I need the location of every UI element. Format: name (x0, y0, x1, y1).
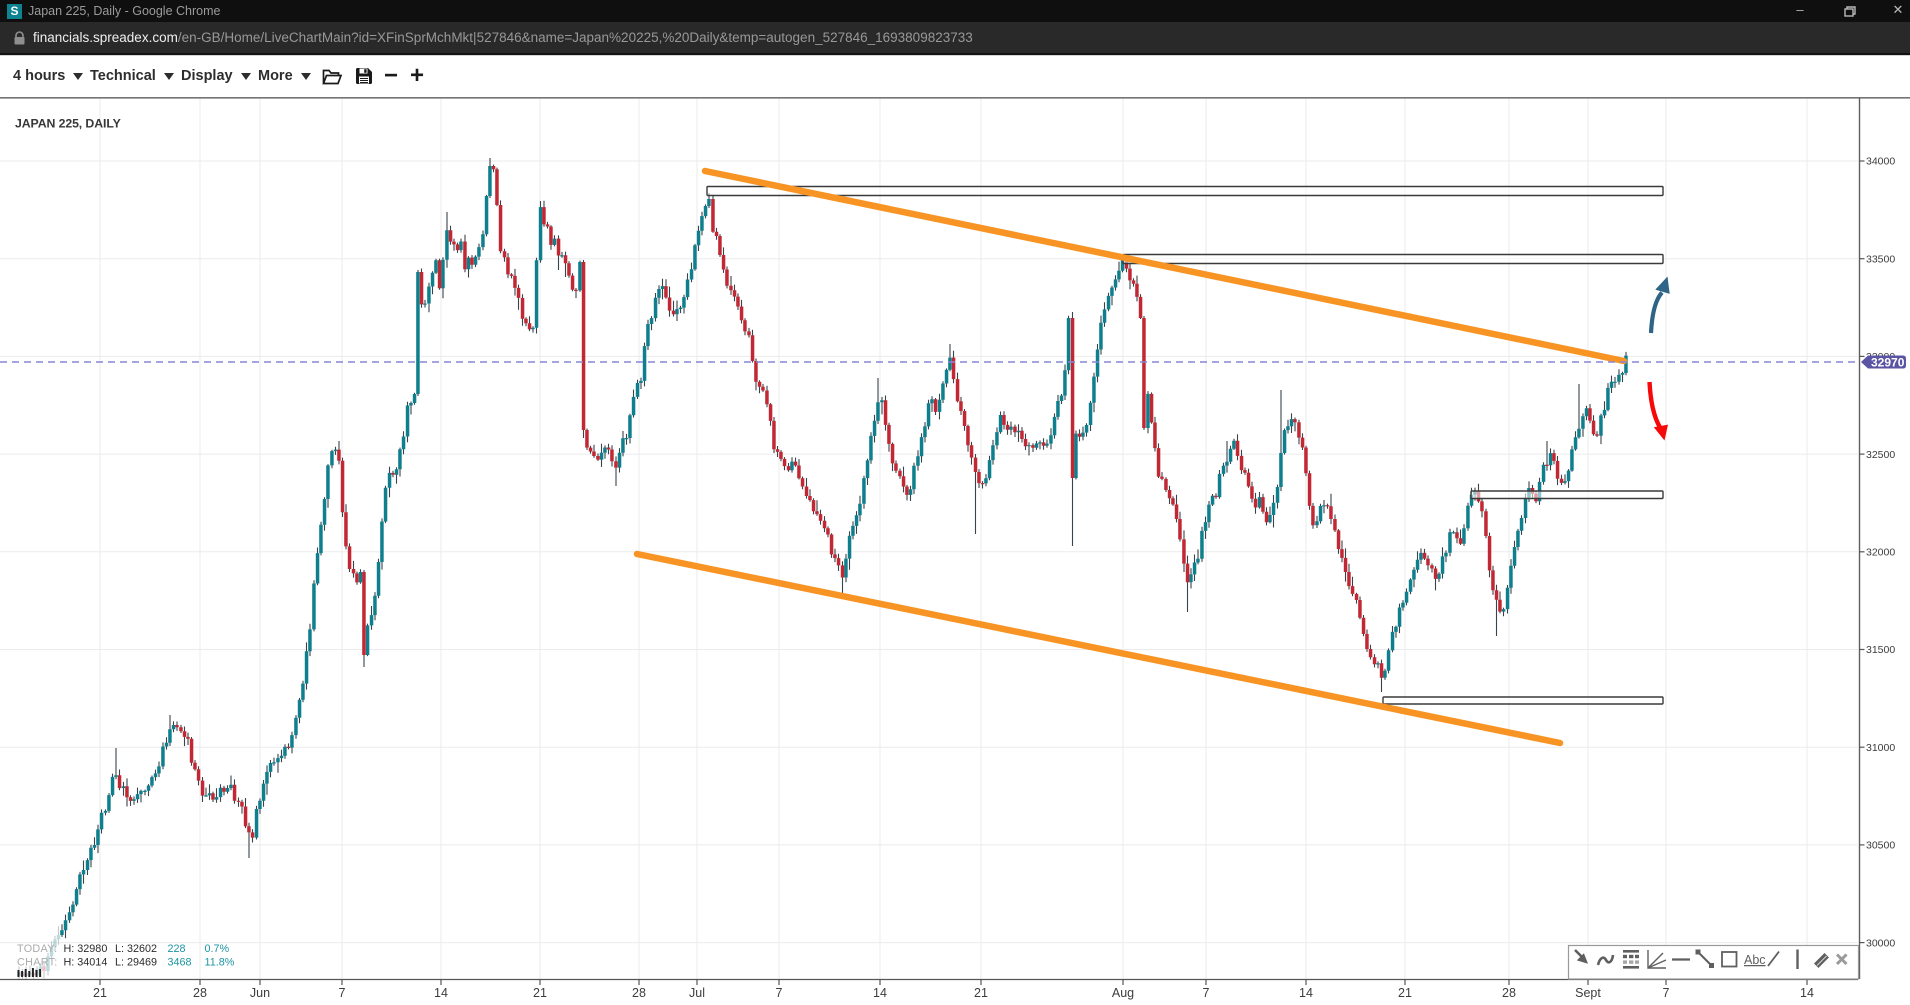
svg-text:31000: 31000 (1866, 742, 1895, 754)
svg-text:Aug: Aug (1112, 986, 1134, 1000)
svg-text:Abc: Abc (1744, 953, 1766, 967)
svg-text:14: 14 (434, 986, 448, 1000)
svg-text:30000: 30000 (1866, 937, 1895, 949)
svg-text:L: 29469: L: 29469 (115, 957, 157, 969)
svg-text:21: 21 (974, 986, 988, 1000)
svg-text:14: 14 (1299, 986, 1313, 1000)
svg-text:Sept: Sept (1575, 986, 1601, 1000)
svg-text:30500: 30500 (1866, 840, 1895, 852)
svg-text:21: 21 (93, 986, 107, 1000)
svg-text:28: 28 (193, 986, 207, 1000)
svg-text:228: 228 (168, 943, 186, 955)
svg-text:Jul: Jul (689, 986, 705, 1000)
svg-text:7: 7 (339, 986, 346, 1000)
svg-text:31500: 31500 (1866, 644, 1895, 656)
svg-text:Jun: Jun (250, 986, 270, 1000)
svg-text:11.8%: 11.8% (205, 957, 235, 969)
svg-text:21: 21 (1398, 986, 1412, 1000)
svg-text:0.7%: 0.7% (205, 943, 230, 955)
svg-text:32500: 32500 (1866, 449, 1895, 461)
svg-text:TODAY:: TODAY: (17, 943, 57, 955)
svg-text:21: 21 (533, 986, 547, 1000)
svg-text:32000: 32000 (1866, 547, 1895, 559)
svg-text:34000: 34000 (1866, 156, 1895, 168)
svg-text:28: 28 (632, 986, 646, 1000)
svg-text:7: 7 (1203, 986, 1210, 1000)
svg-text:3468: 3468 (168, 957, 192, 969)
svg-text:28: 28 (1502, 986, 1516, 1000)
svg-text:H: 32980: H: 32980 (64, 943, 108, 955)
svg-text:JAPAN 225, DAILY: JAPAN 225, DAILY (15, 117, 121, 131)
svg-text:L: 32602: L: 32602 (115, 943, 157, 955)
svg-text:14: 14 (873, 986, 887, 1000)
svg-text:7: 7 (776, 986, 783, 1000)
svg-text:14: 14 (1800, 986, 1814, 1000)
svg-text:7: 7 (1663, 986, 1670, 1000)
svg-text:CHART:: CHART: (17, 957, 58, 969)
svg-text:33500: 33500 (1866, 253, 1895, 265)
svg-text:32970: 32970 (1871, 356, 1905, 370)
svg-text:H: 34014: H: 34014 (64, 957, 108, 969)
